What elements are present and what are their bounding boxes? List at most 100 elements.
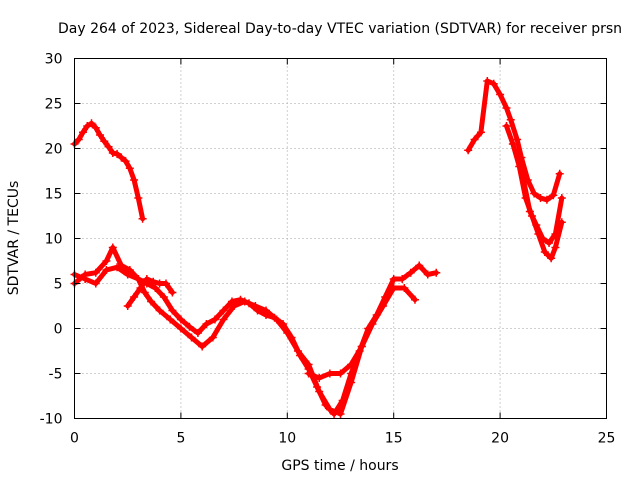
data-point (121, 157, 130, 166)
data-point (379, 302, 388, 310)
y-tick-label: 5 (54, 277, 63, 293)
data-point (219, 306, 228, 315)
data-point (315, 374, 324, 382)
series-track-g (123, 275, 177, 310)
data-point (219, 315, 228, 324)
data-point (304, 369, 313, 378)
x-tick-label: 0 (70, 431, 79, 447)
data-point (159, 293, 168, 301)
data-point (415, 261, 424, 270)
data-point (166, 315, 175, 324)
grid-lines (74, 58, 607, 419)
data-point (104, 142, 113, 151)
data-point (398, 275, 407, 283)
data-point (108, 243, 117, 252)
data-point (81, 275, 90, 283)
data-point (347, 360, 356, 369)
data-point (102, 266, 111, 274)
data-point (117, 153, 126, 162)
data-point (91, 123, 100, 132)
data-point (538, 234, 547, 243)
data-point (176, 315, 185, 324)
y-axis-label: SDTVAR / TECUs (6, 181, 22, 296)
y-tick-label: 25 (45, 97, 63, 113)
data-point (423, 270, 432, 279)
data-point (547, 254, 556, 263)
data-point (134, 194, 143, 202)
data-point (464, 146, 473, 155)
x-axis-label: GPS time / hours (281, 458, 398, 474)
data-point (470, 135, 479, 144)
series-trace (514, 150, 565, 246)
data-point (272, 315, 281, 324)
data-point (336, 369, 345, 378)
series-trace (465, 78, 563, 203)
data-point (130, 176, 139, 184)
data-point (198, 342, 207, 351)
series-track-d (513, 149, 566, 247)
data-point (525, 207, 534, 216)
data-point (130, 293, 139, 301)
data-point (508, 140, 517, 148)
data-point (162, 279, 171, 288)
data-point (125, 266, 134, 274)
data-point (100, 137, 109, 146)
data-point (168, 306, 177, 315)
data-point (168, 288, 177, 297)
x-tick-label: 25 (598, 431, 616, 447)
y-tick-label: 15 (45, 187, 63, 203)
data-point (136, 284, 145, 292)
data-point (502, 104, 511, 112)
data-point (315, 387, 324, 396)
data-point (283, 329, 292, 337)
data-point (202, 320, 211, 328)
data-point (240, 297, 249, 306)
data-point (293, 347, 302, 355)
y-tick-label: 30 (45, 52, 63, 68)
y-tick-label: -10 (40, 412, 63, 428)
data-point (83, 122, 92, 130)
data-point (142, 275, 151, 283)
data-point (208, 333, 217, 342)
data-point (87, 119, 96, 128)
data-point (513, 149, 522, 157)
axis-ticks: 0 5 10 15 20 25 -10 -5 0 5 10 15 20 25 30 (40, 52, 616, 447)
series-track-f (70, 263, 419, 418)
data-point (536, 194, 545, 202)
data-point (483, 77, 492, 85)
data-point (227, 297, 236, 306)
data-point (551, 243, 560, 252)
data-point (113, 263, 122, 272)
data-point (519, 176, 528, 184)
series-trace (72, 264, 418, 417)
y-tick-label: 20 (45, 142, 63, 158)
data-point (357, 342, 366, 351)
data-point (193, 329, 202, 337)
series-track-e (70, 243, 441, 418)
data-point (489, 79, 498, 88)
data-point (140, 288, 149, 297)
data-point (532, 221, 541, 229)
data-point (513, 135, 522, 144)
x-tick-label: 15 (385, 431, 403, 447)
data-point (555, 169, 564, 178)
data-point (125, 164, 134, 173)
data-point (210, 315, 219, 324)
data-point (147, 297, 156, 306)
data-point (108, 149, 117, 157)
data-point (336, 410, 345, 418)
data-point (542, 195, 551, 204)
data-point (91, 268, 100, 277)
chart-title: Day 264 of 2023, Sidereal Day-to-day VTE… (58, 21, 622, 37)
data-point (176, 324, 185, 333)
data-point (347, 378, 356, 387)
data-point (74, 135, 83, 144)
data-point (410, 295, 419, 304)
data-point (123, 302, 132, 310)
data-point (262, 306, 271, 315)
data-point (79, 128, 88, 137)
data-point (325, 405, 334, 414)
data-point (96, 131, 105, 139)
x-tick-label: 5 (176, 431, 185, 447)
